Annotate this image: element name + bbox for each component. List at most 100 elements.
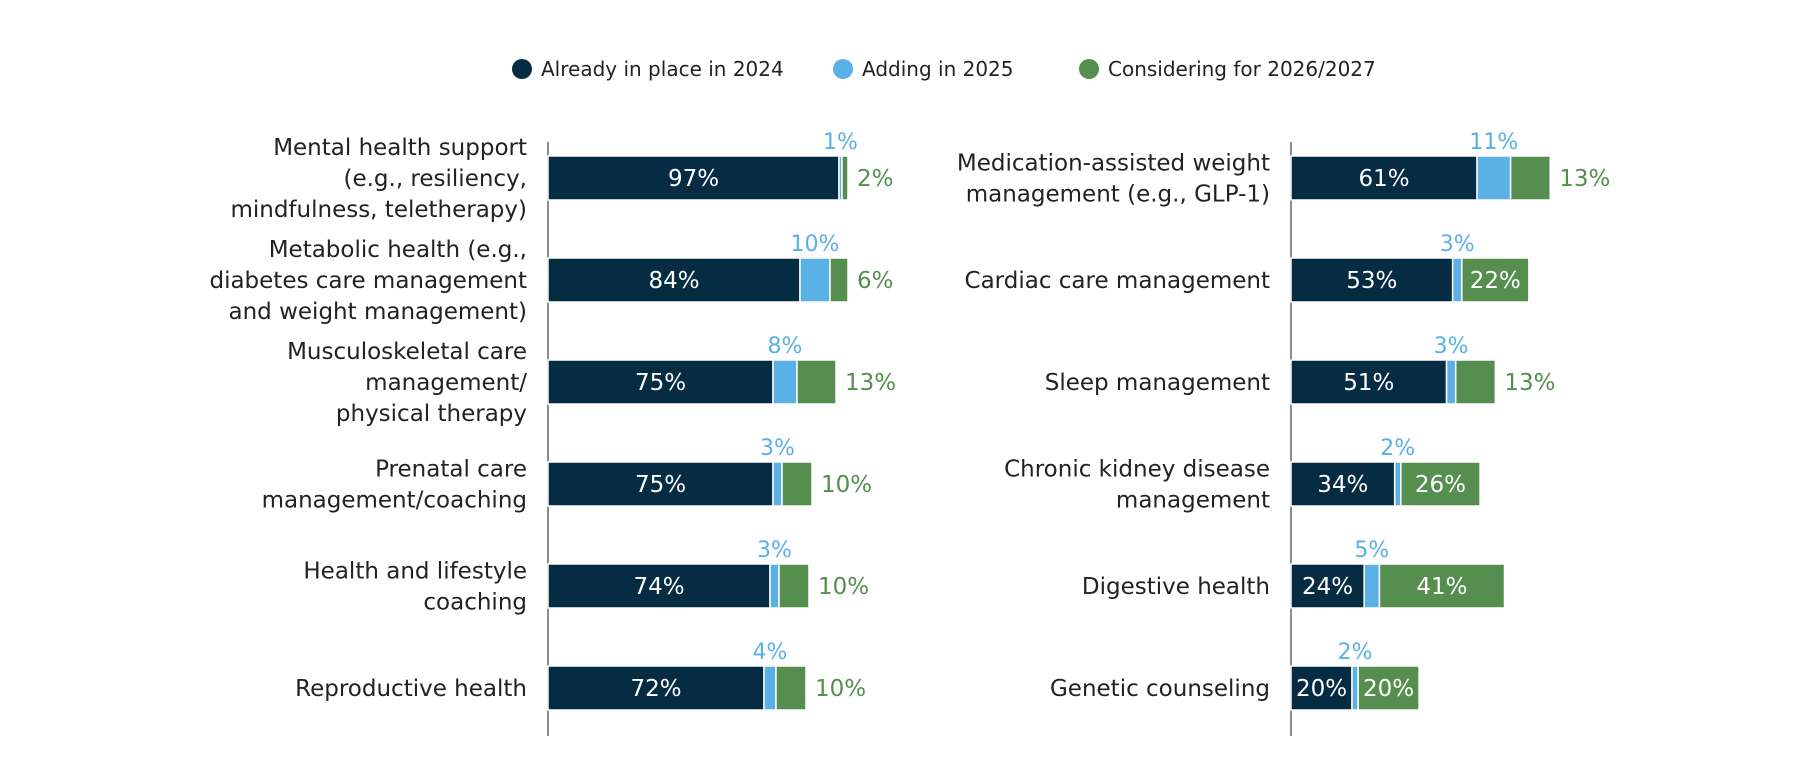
category-label-line: Cardiac care management: [965, 268, 1270, 294]
bar-segment-1: [547, 461, 774, 507]
data-label-series-2: 5%: [1354, 538, 1389, 563]
category-label-line: coaching: [423, 590, 527, 616]
category-label-line: Reproductive health: [295, 676, 527, 702]
legend-label-2: Adding in 2025: [862, 57, 1014, 81]
category-label-line: diabetes care management: [209, 268, 527, 294]
chart-panel-left: Mental health support (e.g., resiliency, m…: [209, 130, 896, 736]
data-label-series-3: 13%: [1504, 370, 1555, 396]
bar-segment-3: [1461, 257, 1530, 303]
bar-segment-2: [763, 665, 777, 711]
category-label-line: and weight management): [229, 299, 527, 325]
legend-swatch-1: [512, 59, 532, 79]
category-label-line: Sleep management: [1045, 370, 1270, 396]
category-label-line: Medication-assisted weight: [957, 151, 1270, 177]
data-label-series-1: 84%: [648, 268, 699, 294]
chart-panel-right: Medication-assisted weight management (e.…: [957, 130, 1610, 736]
data-label-series-3: 13%: [845, 370, 896, 396]
data-label-series-1: 24%: [1302, 574, 1353, 600]
data-label-series-2: 4%: [753, 640, 788, 665]
category-label-line: Genetic counseling: [1050, 676, 1270, 702]
legend-label-1: Already in place in 2024: [541, 57, 784, 81]
bar-segment-2: [772, 461, 783, 507]
bar-segment-1: [1290, 359, 1448, 405]
category-label-line: management/coaching: [262, 488, 527, 514]
bar-segment-1: [547, 665, 765, 711]
category-label-line: management (e.g., GLP-1): [966, 182, 1270, 208]
bar-segment-1: [547, 359, 774, 405]
data-label-series-2: 3%: [760, 436, 795, 461]
bar-segment-1: [1290, 665, 1353, 711]
data-label-series-3: 10%: [815, 676, 866, 702]
data-label-series-1: 61%: [1358, 166, 1409, 192]
bar-segment-2: [1351, 665, 1359, 711]
data-label-series-1: 20%: [1296, 676, 1347, 702]
bar-segment-3: [1454, 359, 1497, 405]
bar-segment-2: [1445, 359, 1457, 405]
category-label: Metabolic health (e.g., diabetes care man…: [209, 237, 527, 325]
data-label-series-2: 3%: [1440, 232, 1475, 257]
bar-segment-2: [1363, 563, 1381, 609]
data-label-series-3: 10%: [821, 472, 872, 498]
category-label-line: Prenatal care: [375, 457, 527, 483]
data-label-series-2: 3%: [757, 538, 792, 563]
bar-segment-1: [547, 257, 801, 303]
data-label-series-1: 34%: [1317, 472, 1368, 498]
data-label-series-3: 2%: [857, 166, 894, 192]
legend-label-3: Considering for 2026/2027: [1108, 57, 1376, 81]
data-label-series-3: 20%: [1363, 676, 1414, 702]
data-label-series-2: 11%: [1469, 130, 1518, 155]
category-label-line: management: [1116, 488, 1270, 514]
data-label-series-1: 74%: [633, 574, 684, 600]
bar-segment-3: [1357, 665, 1420, 711]
data-label-series-2: 1%: [823, 130, 858, 155]
bar-segment-1: [1290, 155, 1478, 201]
bar-segment-3: [781, 461, 813, 507]
bar-segment-1: [1290, 563, 1365, 609]
bar-segment-2: [769, 563, 780, 609]
bar-segment-1: [547, 563, 771, 609]
data-label-series-2: 3%: [1434, 334, 1469, 359]
category-label: Health and lifestyle coaching: [303, 559, 527, 616]
bar-segment-2: [1476, 155, 1512, 201]
bar-segment-3: [775, 665, 807, 711]
category-label: Reproductive health: [295, 676, 527, 702]
bar-segment-2: [772, 359, 798, 405]
category-label-line: mindfulness, teletherapy): [230, 197, 527, 223]
category-label: Mental health support (e.g., resiliency, m…: [230, 135, 527, 223]
category-label: Musculoskeletal care management/physical …: [287, 339, 527, 427]
bar-segment-3: [1509, 155, 1551, 201]
legend-swatch-3: [1079, 59, 1099, 79]
category-label-line: (e.g., resiliency,: [343, 166, 527, 192]
data-label-series-1: 72%: [630, 676, 681, 702]
data-label-series-1: 53%: [1346, 268, 1397, 294]
category-label: Cardiac care management: [965, 268, 1270, 294]
category-label: Sleep management: [1045, 370, 1270, 396]
category-label: Chronic kidney disease management: [1004, 457, 1270, 514]
data-label-series-2: 2%: [1380, 436, 1415, 461]
bar-segment-3: [778, 563, 810, 609]
bar-segment-3: [841, 155, 849, 201]
data-label-series-3: 10%: [818, 574, 869, 600]
bar-segment-3: [1400, 461, 1481, 507]
chart-legend: Already in place in 2024 Adding in 2025 Co…: [512, 57, 1376, 81]
data-label-series-3: 6%: [857, 268, 894, 294]
category-label-line: Musculoskeletal care: [287, 339, 527, 365]
category-label-line: Mental health support: [273, 135, 527, 161]
category-label-line: Health and lifestyle: [303, 559, 527, 585]
data-label-series-2: 10%: [791, 232, 840, 257]
bar-segment-3: [796, 359, 837, 405]
bar-segment-2: [799, 257, 831, 303]
bar-segment-3: [1378, 563, 1506, 609]
category-label: Digestive health: [1082, 574, 1270, 600]
data-label-series-3: 13%: [1559, 166, 1610, 192]
data-label-series-2: 8%: [768, 334, 803, 359]
category-label-line: physical therapy: [336, 401, 527, 427]
category-label: Prenatal care management/coaching: [262, 457, 527, 514]
data-label-series-1: 75%: [635, 370, 686, 396]
bar-segment-2: [1393, 461, 1402, 507]
category-label-line: Chronic kidney disease: [1004, 457, 1270, 483]
bar-segment-3: [829, 257, 849, 303]
data-label-series-1: 75%: [635, 472, 686, 498]
category-label: Medication-assisted weight management (e.…: [957, 151, 1270, 208]
